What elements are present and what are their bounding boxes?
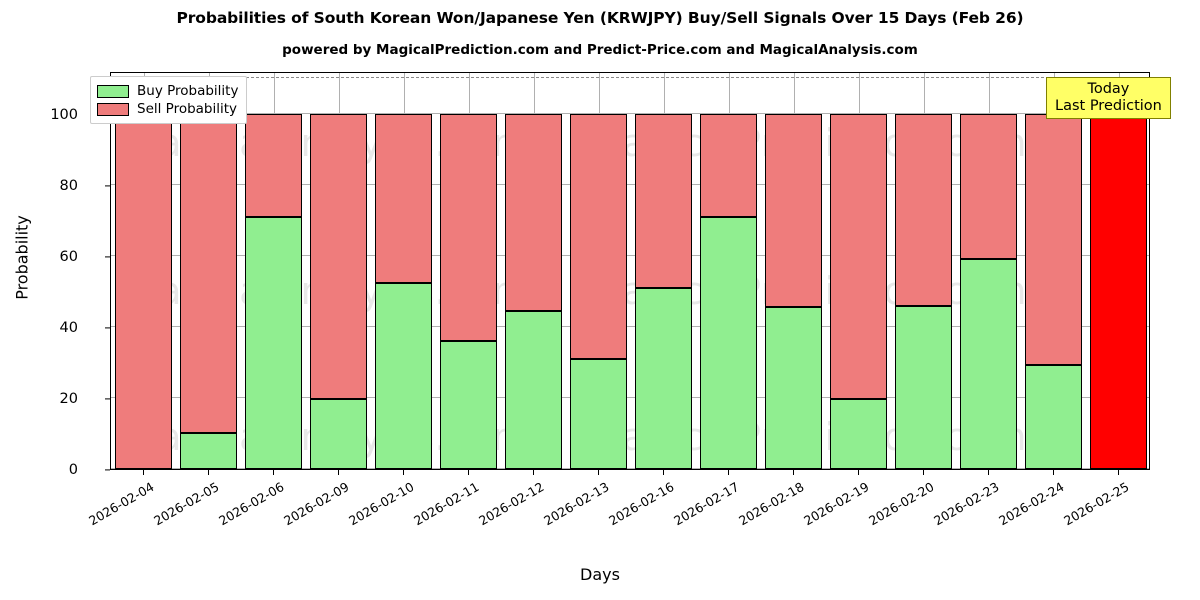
legend-item-buy: Buy Probability bbox=[97, 82, 238, 100]
bar-segment-buy[interactable] bbox=[894, 306, 953, 469]
bar-2026-02-23[interactable] bbox=[959, 73, 1018, 469]
x-tick-mark bbox=[272, 470, 274, 475]
x-tick-mark bbox=[987, 470, 989, 475]
y-tick-label: 0 bbox=[68, 462, 78, 478]
plot-clip: MagicalAnalysis.com MagicalPrediction.co… bbox=[111, 73, 1149, 469]
y-tick-mark bbox=[105, 469, 110, 471]
x-tick-mark bbox=[922, 470, 924, 475]
bar-2026-02-11[interactable] bbox=[439, 73, 498, 469]
bar-2026-02-04[interactable] bbox=[114, 73, 173, 469]
y-tick-label: 100 bbox=[50, 106, 78, 123]
y-tick-mark bbox=[105, 256, 110, 258]
chart-legend: Buy Probability Sell Probability bbox=[90, 76, 248, 124]
y-tick-mark bbox=[105, 398, 110, 400]
bar-segment-buy[interactable] bbox=[1024, 365, 1083, 469]
x-tick-mark bbox=[597, 470, 599, 475]
gridline-horizontal bbox=[111, 396, 1149, 398]
bar-segment-sell[interactable] bbox=[699, 113, 758, 217]
bar-segment-sell[interactable] bbox=[959, 113, 1018, 260]
chart-subtitle: powered by MagicalPrediction.com and Pre… bbox=[282, 42, 918, 58]
bar-segment-buy[interactable] bbox=[309, 399, 368, 469]
legend-swatch-buy-icon bbox=[97, 84, 129, 98]
x-tick-mark bbox=[792, 470, 794, 475]
bar-2026-02-09[interactable] bbox=[309, 73, 368, 469]
x-tick-mark bbox=[402, 470, 404, 475]
x-axis-label: Days bbox=[580, 565, 620, 584]
x-tick-mark bbox=[662, 470, 664, 475]
today-annotation-line2: Last Prediction bbox=[1055, 97, 1162, 114]
bar-segment-sell[interactable] bbox=[829, 113, 888, 399]
bar-2026-02-25[interactable] bbox=[1089, 73, 1148, 469]
bar-segment-buy[interactable] bbox=[959, 259, 1018, 469]
y-tick-label: 40 bbox=[59, 319, 78, 336]
gridline-horizontal bbox=[111, 254, 1149, 256]
bar-2026-02-20[interactable] bbox=[894, 73, 953, 469]
bar-segment-sell[interactable] bbox=[374, 113, 433, 283]
legend-label-sell: Sell Probability bbox=[137, 101, 238, 117]
gridline-dashed-top bbox=[111, 77, 1149, 79]
bar-segment-buy[interactable] bbox=[374, 282, 433, 469]
y-tick-label: 80 bbox=[59, 177, 78, 194]
x-tick-mark bbox=[857, 470, 859, 475]
chart-title: Probabilities of South Korean Won/Japane… bbox=[176, 9, 1024, 27]
bar-segment-sell[interactable] bbox=[114, 113, 173, 469]
plot-area: MagicalAnalysis.com MagicalPrediction.co… bbox=[110, 72, 1150, 470]
bar-2026-02-16[interactable] bbox=[634, 73, 693, 469]
gridline-horizontal bbox=[111, 183, 1149, 185]
bar-segment-sell[interactable] bbox=[894, 113, 953, 307]
bar-2026-02-06[interactable] bbox=[244, 73, 303, 469]
bar-segment-sell[interactable] bbox=[764, 113, 823, 307]
x-tick-mark bbox=[337, 470, 339, 475]
gridline-horizontal bbox=[111, 112, 1149, 114]
x-tick-mark bbox=[1052, 470, 1054, 475]
x-tick-mark bbox=[467, 470, 469, 475]
bar-segment-buy[interactable] bbox=[829, 398, 888, 469]
gridline-horizontal bbox=[111, 468, 1149, 469]
bar-2026-02-17[interactable] bbox=[699, 73, 758, 469]
bar-2026-02-12[interactable] bbox=[504, 73, 563, 469]
bar-segment-sell[interactable] bbox=[439, 113, 498, 342]
bar-segment-today[interactable] bbox=[1089, 113, 1148, 469]
bar-segment-sell[interactable] bbox=[634, 113, 693, 288]
bar-segment-sell[interactable] bbox=[569, 113, 628, 359]
legend-item-sell: Sell Probability bbox=[97, 100, 238, 118]
y-tick-mark bbox=[105, 185, 110, 187]
y-tick-mark bbox=[105, 327, 110, 329]
x-tick-mark bbox=[532, 470, 534, 475]
x-tick-mark bbox=[207, 470, 209, 475]
bar-segment-buy[interactable] bbox=[179, 433, 238, 469]
bar-2026-02-19[interactable] bbox=[829, 73, 888, 469]
x-tick-mark bbox=[142, 470, 144, 475]
bar-segment-buy[interactable] bbox=[699, 216, 758, 469]
bar-2026-02-13[interactable] bbox=[569, 73, 628, 469]
bar-segment-buy[interactable] bbox=[439, 341, 498, 469]
x-tick-mark bbox=[727, 470, 729, 475]
bar-segment-sell[interactable] bbox=[244, 113, 303, 217]
bar-2026-02-18[interactable] bbox=[764, 73, 823, 469]
gridline-horizontal bbox=[111, 325, 1149, 327]
legend-label-buy: Buy Probability bbox=[137, 83, 239, 99]
bar-2026-02-24[interactable] bbox=[1024, 73, 1083, 469]
bar-segment-buy[interactable] bbox=[569, 358, 628, 469]
today-annotation: Today Last Prediction bbox=[1046, 77, 1171, 120]
bar-2026-02-10[interactable] bbox=[374, 73, 433, 469]
bar-segment-sell[interactable] bbox=[1024, 113, 1083, 366]
y-tick-label: 60 bbox=[59, 248, 78, 265]
today-annotation-line1: Today bbox=[1087, 81, 1130, 97]
bar-segment-buy[interactable] bbox=[764, 306, 823, 469]
bar-segment-buy[interactable] bbox=[244, 216, 303, 469]
x-tick-mark bbox=[1117, 470, 1119, 475]
bar-segment-buy[interactable] bbox=[504, 311, 563, 469]
legend-swatch-sell-icon bbox=[97, 102, 129, 116]
bar-segment-buy[interactable] bbox=[634, 287, 693, 469]
bar-segment-sell[interactable] bbox=[179, 113, 238, 434]
bar-segment-sell[interactable] bbox=[309, 113, 368, 399]
bar-2026-02-05[interactable] bbox=[179, 73, 238, 469]
bar-segment-sell[interactable] bbox=[504, 113, 563, 312]
y-tick-label: 20 bbox=[59, 390, 78, 407]
